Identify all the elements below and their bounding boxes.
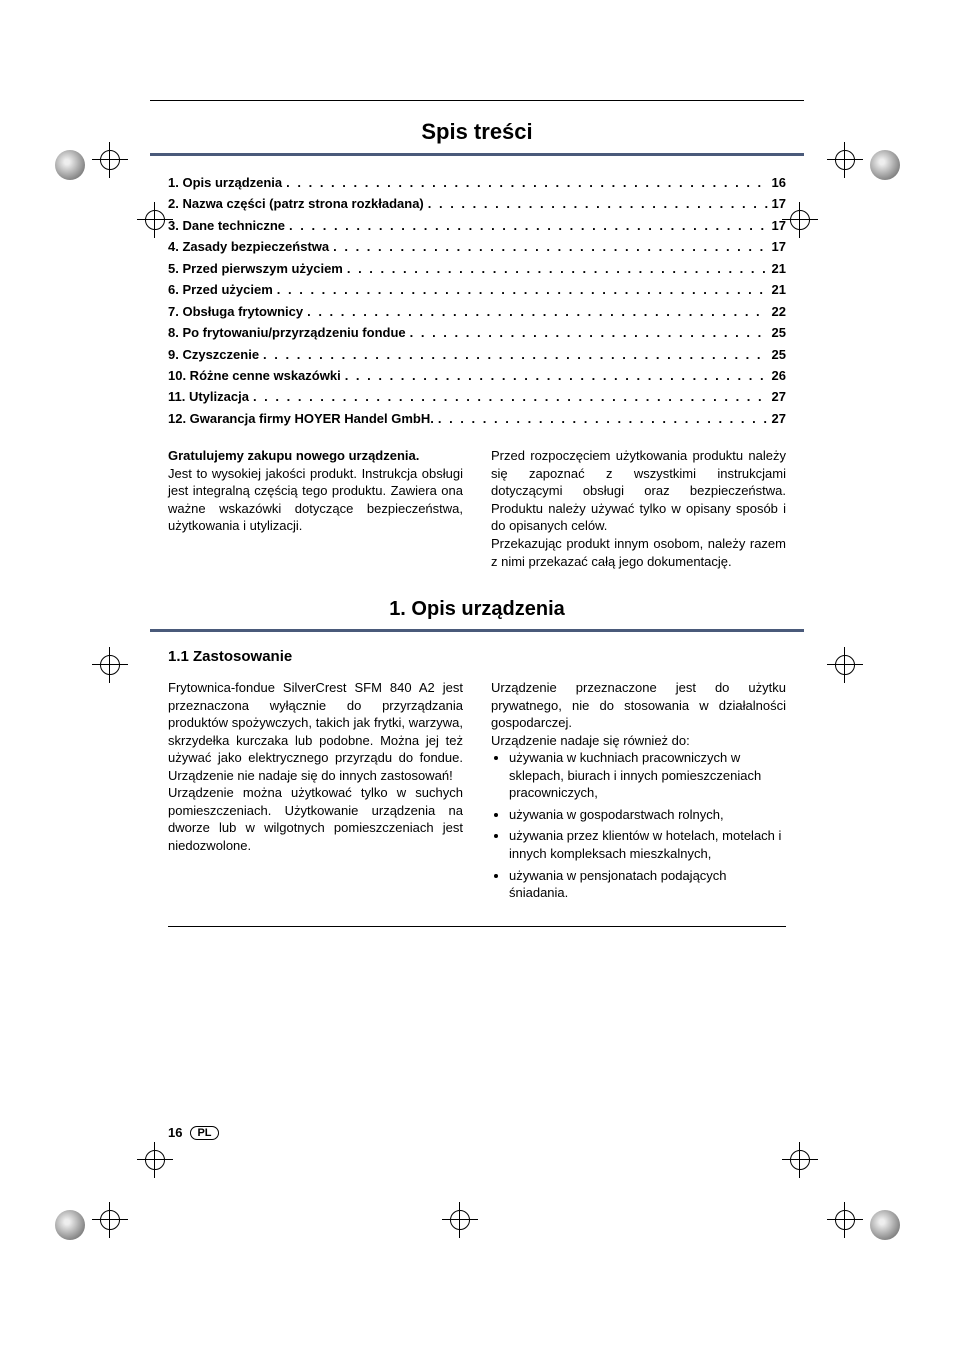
color-registration-dot-icon: [55, 1210, 85, 1240]
intro-bold: Gratulujemy zakupu nowego urządzenia.: [168, 448, 419, 463]
toc-dots: . . . . . . . . . . . . . . . . . . . . …: [277, 279, 768, 300]
toc-row: 4. Zasady bezpieczeństwa . . . . . . . .…: [168, 236, 786, 257]
section-1-right-column: Urządzenie przeznaczone jest do użytku p…: [491, 679, 786, 906]
toc-row: 12. Gwarancja firmy HOYER Handel GmbH. .…: [168, 408, 786, 429]
intro-right-column: Przed rozpoczęciem użytkowania produktu …: [491, 447, 786, 570]
bullet-item: używania w gospodarstwach rolnych,: [509, 806, 786, 824]
toc-row: 7. Obsługa frytownicy . . . . . . . . . …: [168, 301, 786, 322]
title-underline: [150, 153, 804, 156]
intro-right-p1: Przed rozpoczęciem użytkowania produktu …: [491, 448, 786, 533]
intro-right-p2: Przekazując produkt innym osobom, należy…: [491, 536, 786, 569]
color-registration-dot-icon: [55, 150, 85, 180]
toc-label: 7. Obsługa frytownicy: [168, 301, 303, 322]
toc-label: 5. Przed pierwszym użyciem: [168, 258, 343, 279]
toc-dots: . . . . . . . . . . . . . . . . . . . . …: [347, 258, 768, 279]
section-1-right-p2: Urządzenie nadaje się również do:: [491, 732, 786, 750]
section-1-left-column: Frytownica-fondue SilverCrest SFM 840 A2…: [168, 679, 463, 906]
toc-page: 21: [772, 279, 786, 300]
section-1-right-p1: Urządzenie przeznaczone jest do użytku p…: [491, 679, 786, 732]
toc-dots: . . . . . . . . . . . . . . . . . . . . …: [253, 386, 768, 407]
toc-page: 16: [772, 172, 786, 193]
section-1-title: 1. Opis urządzenia: [150, 598, 804, 621]
toc-row: 5. Przed pierwszym użyciem . . . . . . .…: [168, 258, 786, 279]
toc-label: 10. Różne cenne wskazówki: [168, 365, 341, 386]
language-badge: PL: [190, 1126, 218, 1140]
toc-row: 6. Przed użyciem . . . . . . . . . . . .…: [168, 279, 786, 300]
table-of-contents: 1. Opis urządzenia . . . . . . . . . . .…: [168, 172, 786, 429]
toc-label: 1. Opis urządzenia: [168, 172, 282, 193]
color-registration-dot-icon: [870, 1210, 900, 1240]
registration-mark-icon: [825, 1200, 865, 1240]
toc-page: 21: [772, 258, 786, 279]
page-footer: 16 PL: [168, 1125, 219, 1140]
section-1-1-subhead: 1.1 Zastosowanie: [168, 648, 786, 665]
toc-row: 8. Po frytowaniu/przyrządzeniu fondue . …: [168, 322, 786, 343]
toc-page: 17: [772, 236, 786, 257]
intro-columns: Gratulujemy zakupu nowego urządzenia. Je…: [168, 447, 786, 570]
toc-dots: . . . . . . . . . . . . . . . . . . . . …: [289, 215, 767, 236]
toc-row: 1. Opis urządzenia . . . . . . . . . . .…: [168, 172, 786, 193]
registration-mark-icon: [825, 645, 865, 685]
intro-left-column: Gratulujemy zakupu nowego urządzenia. Je…: [168, 447, 463, 570]
section-underline: [150, 629, 804, 632]
registration-mark-icon: [90, 1200, 130, 1240]
section-1-left-p1: Frytownica-fondue SilverCrest SFM 840 A2…: [168, 679, 463, 784]
toc-page: 25: [772, 322, 786, 343]
toc-page: 17: [772, 193, 786, 214]
toc-label: 12. Gwarancja firmy HOYER Handel GmbH.: [168, 408, 434, 429]
footer-divider: [168, 926, 786, 927]
toc-page: 27: [772, 386, 786, 407]
toc-page: 17: [772, 215, 786, 236]
main-title: Spis treści: [150, 119, 804, 145]
toc-dots: . . . . . . . . . . . . . . . . . . . . …: [286, 172, 767, 193]
toc-label: 2. Nazwa części (patrz strona rozkładana…: [168, 193, 424, 214]
color-registration-dot-icon: [870, 150, 900, 180]
registration-mark-icon: [440, 1200, 480, 1240]
registration-mark-icon: [825, 140, 865, 180]
toc-dots: . . . . . . . . . . . . . . . . . . . . …: [263, 344, 767, 365]
toc-dots: . . . . . . . . . . . . . . . . . . . . …: [410, 322, 768, 343]
toc-dots: . . . . . . . . . . . . . . . . . . . . …: [345, 365, 768, 386]
toc-dots: . . . . . . . . . . . . . . . . . . . . …: [333, 236, 767, 257]
intro-left-body: Jest to wysokiej jakości produkt. Instru…: [168, 466, 463, 534]
bullet-item: używania w pensjonatach podających śniad…: [509, 867, 786, 902]
toc-row: 11. Utylizacja . . . . . . . . . . . . .…: [168, 386, 786, 407]
toc-page: 25: [772, 344, 786, 365]
registration-mark-icon: [90, 645, 130, 685]
toc-row: 9. Czyszczenie . . . . . . . . . . . . .…: [168, 344, 786, 365]
section-1-left-p2: Urządzenie można użytkować tylko w suchy…: [168, 784, 463, 854]
page-content: Spis treści 1. Opis urządzenia . . . . .…: [150, 70, 804, 1150]
page-number: 16: [168, 1125, 182, 1140]
toc-dots: . . . . . . . . . . . . . . . . . . . . …: [307, 301, 767, 322]
toc-row: 3. Dane techniczne . . . . . . . . . . .…: [168, 215, 786, 236]
toc-page: 26: [772, 365, 786, 386]
toc-label: 9. Czyszczenie: [168, 344, 259, 365]
toc-row: 2. Nazwa części (patrz strona rozkładana…: [168, 193, 786, 214]
toc-label: 8. Po frytowaniu/przyrządzeniu fondue: [168, 322, 406, 343]
section-1-columns: Frytownica-fondue SilverCrest SFM 840 A2…: [168, 679, 786, 906]
toc-row: 10. Różne cenne wskazówki . . . . . . . …: [168, 365, 786, 386]
toc-page: 22: [772, 301, 786, 322]
toc-label: 11. Utylizacja: [168, 386, 249, 407]
toc-label: 6. Przed użyciem: [168, 279, 273, 300]
bullet-item: używania w kuchniach pracowniczych w skl…: [509, 749, 786, 802]
toc-dots: . . . . . . . . . . . . . . . . . . . . …: [428, 193, 768, 214]
toc-dots: . . . . . . . . . . . . . . . . . . . . …: [438, 408, 768, 429]
toc-label: 3. Dane techniczne: [168, 215, 285, 236]
section-1-bullet-list: używania w kuchniach pracowniczych w skl…: [491, 749, 786, 901]
top-divider: [150, 100, 804, 101]
bullet-item: używania przez klientów w hotelach, mote…: [509, 827, 786, 862]
toc-page: 27: [772, 408, 786, 429]
registration-mark-icon: [90, 140, 130, 180]
toc-label: 4. Zasady bezpieczeństwa: [168, 236, 329, 257]
